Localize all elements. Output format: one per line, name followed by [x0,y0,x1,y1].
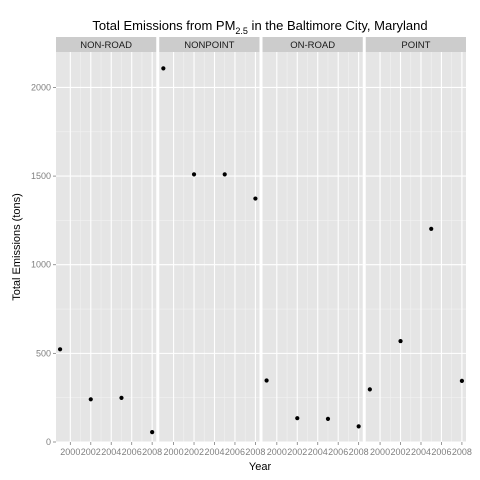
x-tick-label: 2000 [164,447,184,457]
y-tick-label: 0 [46,437,51,447]
facet-strip-label: ON-ROAD [290,40,335,51]
data-point [459,378,465,383]
x-tick-label: 2002 [391,447,411,457]
x-tick-label: 2008 [142,447,162,457]
facet-strip [159,37,260,52]
data-point [191,172,197,177]
facet-strip [365,37,466,52]
x-tick-label: 2008 [245,447,265,457]
data-point [398,338,403,344]
facet-strip-label: NON-ROAD [80,40,132,51]
y-tick-label: 500 [36,348,51,358]
x-tick-label: 2004 [411,447,431,457]
data-point [429,226,434,231]
y-axis: 0 500 1000 1500 2000 [31,82,56,447]
chart-title-main: Total Emissions from PM [92,18,235,33]
facet-strip-label: POINT [401,40,430,51]
y-axis-title: Total Emissions (tons) [11,193,23,301]
data-point [356,424,361,429]
x-tick-label: 2004 [308,447,328,457]
data-point [253,196,258,201]
y-tick-label: 1500 [31,171,51,181]
data-point [325,416,331,421]
x-tick-label: 2006 [122,447,142,457]
x-tick-label: 2004 [101,447,121,457]
x-tick-label: 2008 [452,447,472,457]
y-tick-label: 1000 [31,260,51,270]
x-tick-label: 2000 [370,447,390,457]
x-tick-label: 2002 [184,447,204,457]
x-tick-label: 2002 [81,447,101,457]
x-tick-label: 2006 [328,447,348,457]
panel-background [262,52,363,442]
data-point [295,416,300,421]
panel-on-road: ON-ROAD [262,37,363,443]
data-point [150,430,155,435]
y-tick-label: 2000 [31,82,51,92]
panel-background [56,52,157,442]
data-point [57,347,63,352]
panel-nonpoint: NONPOINT [159,37,260,443]
panel-background [365,52,466,442]
data-point [119,395,124,400]
panel-background [159,52,260,442]
facet-strip [56,37,157,52]
x-tick-label: 2008 [349,447,369,457]
data-point [367,387,372,392]
data-point [88,397,93,402]
x-tick-label: 2004 [204,447,224,457]
x-tick-label: 2006 [225,447,245,457]
x-tick-label: 2006 [431,447,451,457]
chart-title: Total Emissions from PM2.5 in the Baltim… [92,18,427,36]
facet-strip-label: NONPOINT [184,40,234,51]
x-axis: 2000 2002 2004 2006 2008 2000 2002 2004 2006 2008… [60,442,472,457]
x-axis-title: Year [249,461,272,473]
data-point [222,172,227,177]
facet-strip [262,37,363,52]
facet-panels: NON-ROAD NONPOINT ON-ROAD POINT [56,37,466,443]
panel-non-road: NON-ROAD [56,37,157,443]
x-tick-label: 2000 [60,447,80,457]
data-point [264,378,269,383]
x-tick-label: 2000 [267,447,287,457]
chart-title-subscript: 2.5 [235,26,248,36]
data-point [161,66,166,71]
panel-point: POINT [365,37,466,443]
chart-title-rest: in the Baltimore City, Maryland [248,18,428,33]
x-tick-label: 2002 [287,447,307,457]
